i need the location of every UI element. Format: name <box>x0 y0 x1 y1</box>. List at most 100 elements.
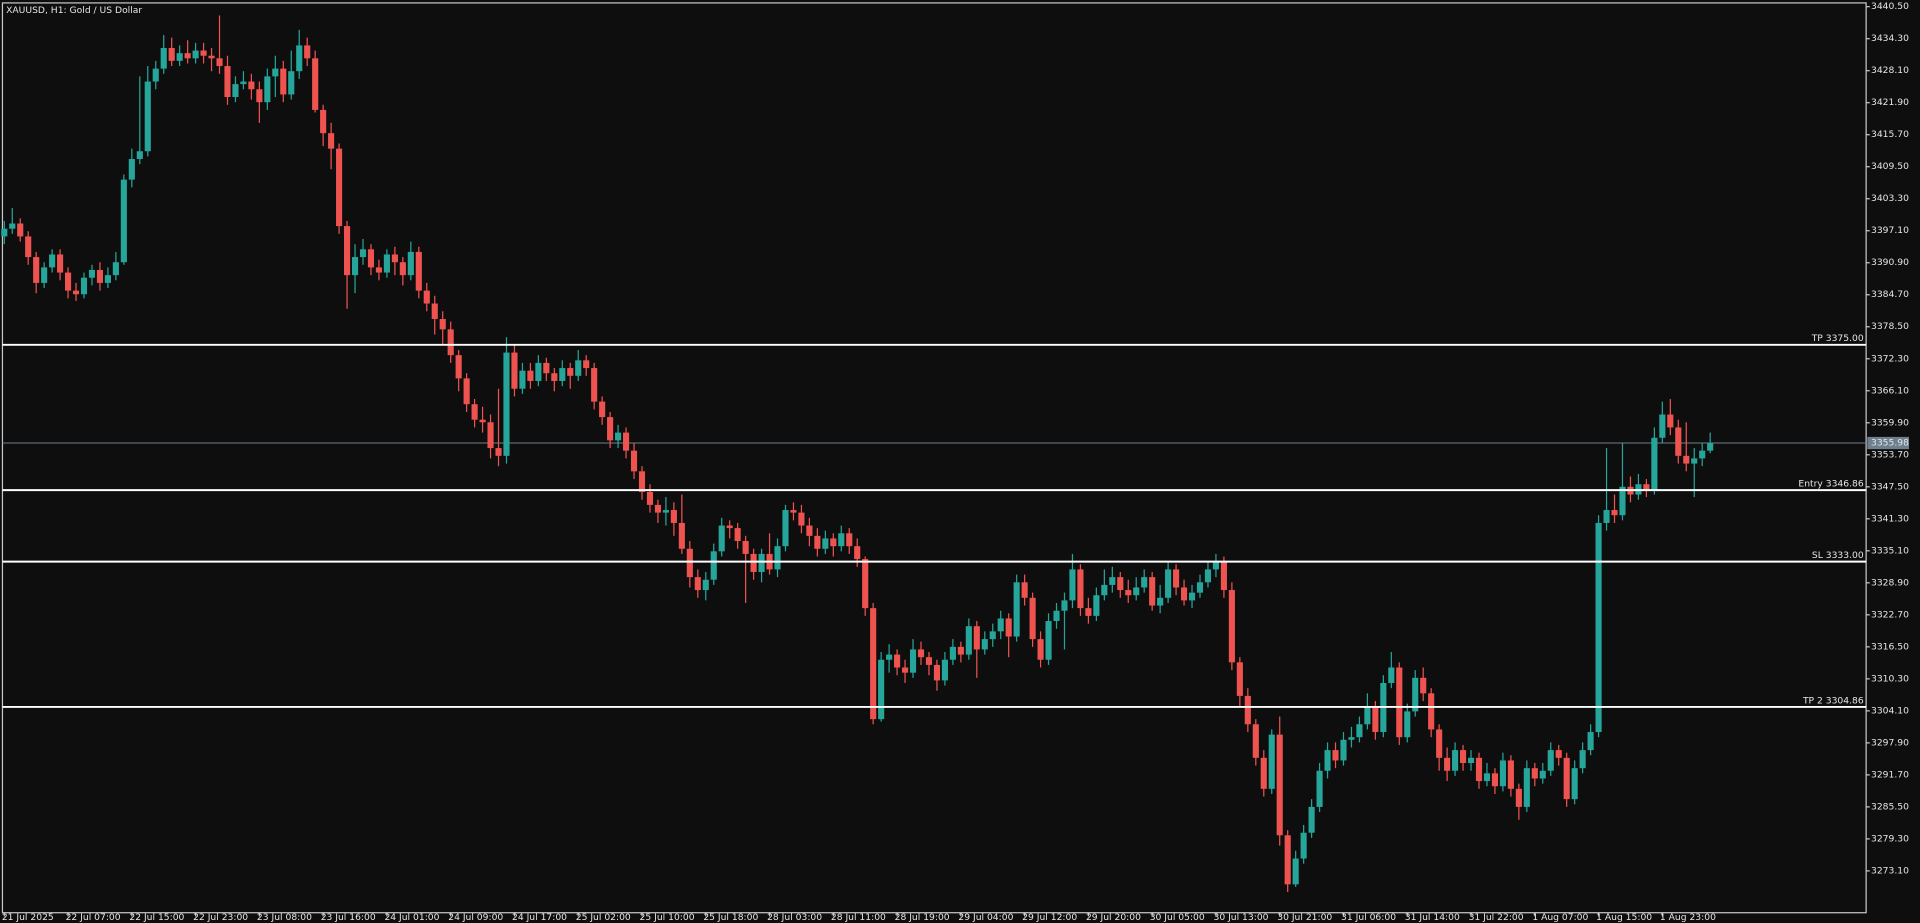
candle-body <box>607 417 614 441</box>
candle-body <box>367 249 375 268</box>
candle-body <box>917 649 925 658</box>
candle-body <box>88 269 96 278</box>
candle-body <box>120 179 127 263</box>
candle-body <box>742 541 749 554</box>
candle-body <box>886 654 893 660</box>
candle-body <box>543 362 550 374</box>
candle-body <box>1 228 8 237</box>
candle-body <box>256 89 263 103</box>
x-tick-label: 23 Jul 08:00 <box>257 912 312 923</box>
x-tick-label: 31 Jul 22:00 <box>1469 912 1524 923</box>
y-tick-label: 3359.90 <box>1871 417 1909 428</box>
candle-body <box>1412 677 1419 712</box>
x-tick-label: 25 Jul 18:00 <box>703 912 758 923</box>
candle-body <box>790 510 797 513</box>
candle-body <box>336 148 343 227</box>
x-tick-label: 28 Jul 11:00 <box>831 912 886 923</box>
candle-body <box>933 664 941 681</box>
x-tick-label: 30 Jul 05:00 <box>1150 912 1205 923</box>
candle-body <box>830 538 837 547</box>
candle-body <box>64 272 72 291</box>
candle-body <box>1619 486 1626 516</box>
y-tick-label: 3273.10 <box>1871 865 1909 876</box>
candle-body <box>1005 618 1012 637</box>
candle-body <box>734 528 741 542</box>
candle-body <box>710 551 717 580</box>
candle-body <box>638 471 646 492</box>
candle-body <box>1268 734 1275 789</box>
candle-body <box>630 450 638 472</box>
candle-body <box>407 251 414 276</box>
candle-body <box>997 618 1004 632</box>
x-tick-label: 24 Jul 09:00 <box>448 912 503 923</box>
candle-body <box>1149 577 1156 606</box>
candle-body <box>806 525 813 536</box>
candle-body <box>1523 768 1530 807</box>
x-tick-label: 1 Aug 15:00 <box>1596 912 1652 923</box>
y-tick-label: 3390.90 <box>1871 257 1909 268</box>
candle-body <box>686 548 693 578</box>
candle-body <box>25 236 32 258</box>
candle-body <box>343 226 351 276</box>
y-tick-label: 3304.10 <box>1871 705 1909 716</box>
candle-body <box>128 158 135 180</box>
candle-body <box>399 262 406 276</box>
candle-body <box>1707 443 1714 451</box>
x-tick-label: 25 Jul 02:00 <box>576 912 631 923</box>
candle-body <box>670 510 677 523</box>
candle-body <box>1643 484 1650 490</box>
x-tick-label: 22 Jul 07:00 <box>66 912 121 923</box>
y-tick-label: 3353.70 <box>1871 449 1909 460</box>
y-tick-label: 3328.90 <box>1871 577 1909 588</box>
y-tick-label: 3285.50 <box>1871 801 1909 812</box>
candle-body <box>1475 757 1483 782</box>
candle-body <box>96 269 104 283</box>
candle-body <box>232 84 239 98</box>
bid-label: 3355.98 <box>1871 438 1909 449</box>
candle-body <box>1141 577 1148 588</box>
x-tick-label: 30 Jul 21:00 <box>1277 912 1332 923</box>
candle-body <box>1188 592 1196 601</box>
candle-body <box>49 254 56 268</box>
candle-body <box>152 68 159 82</box>
candle-body <box>240 81 247 85</box>
candle-body <box>583 360 590 369</box>
y-tick-label: 3279.30 <box>1871 833 1909 844</box>
candle-body <box>894 654 901 668</box>
candle-body <box>160 47 167 69</box>
candle-body <box>1428 693 1435 730</box>
candle-body <box>1404 711 1411 738</box>
level-label: SL 3333.00 <box>1812 550 1864 561</box>
candle-body <box>567 368 574 376</box>
candle-body <box>1467 757 1475 764</box>
candle-body <box>112 262 119 276</box>
candle-body <box>1101 584 1108 596</box>
y-tick-label: 3310.30 <box>1871 673 1909 684</box>
candle-body <box>359 249 367 258</box>
candle-body <box>1667 414 1674 428</box>
y-tick-label: 3366.10 <box>1871 385 1909 396</box>
candle-body <box>104 275 111 283</box>
x-tick-label: 1 Aug 23:00 <box>1660 912 1716 923</box>
candle-body <box>1021 582 1028 598</box>
candle-body <box>1364 706 1371 725</box>
candle-body <box>1483 773 1491 782</box>
y-tick-label: 3297.90 <box>1871 737 1909 748</box>
candle-body <box>694 577 701 591</box>
candle-body <box>72 290 80 295</box>
candle-body <box>383 254 390 273</box>
candle-body <box>328 133 335 149</box>
candle-body <box>1196 582 1204 593</box>
candle-body <box>1396 667 1403 738</box>
candle-body <box>479 419 486 423</box>
x-tick-label: 30 Jul 13:00 <box>1213 912 1268 923</box>
candle-body <box>1300 832 1307 859</box>
candle-body <box>495 448 502 456</box>
candle-body <box>758 553 765 572</box>
candle-body <box>798 512 805 526</box>
candle-body <box>925 657 933 665</box>
level-label: TP 2 3304.86 <box>1802 695 1864 706</box>
